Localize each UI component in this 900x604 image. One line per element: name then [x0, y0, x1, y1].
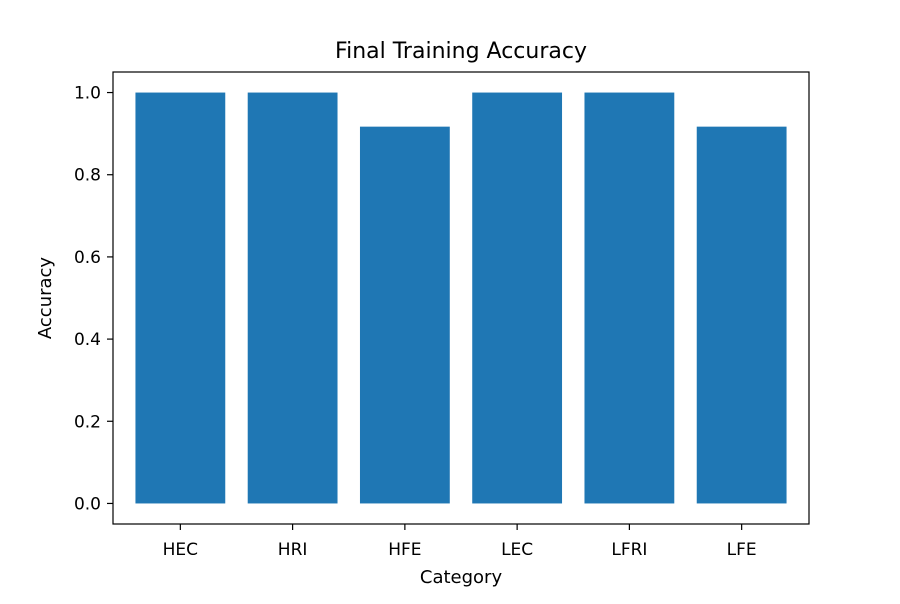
bar-hri: [247, 92, 338, 504]
y-tick-label: 0.8: [74, 166, 101, 186]
x-tick-label: HRI: [278, 540, 308, 560]
plot-frame: [112, 71, 810, 525]
bar-hfe: [359, 126, 450, 504]
y-tick-label: 1.0: [74, 84, 101, 104]
y-tick-label: 0.4: [74, 330, 101, 350]
bar-hec: [135, 92, 226, 504]
x-axis-label: Category: [420, 567, 503, 588]
y-tick-label: 0.2: [74, 412, 101, 432]
bar-lfri: [584, 92, 675, 504]
y-tick-label: 0.0: [74, 494, 101, 514]
x-tick-label: LFE: [727, 540, 757, 560]
chart-title: Final Training Accuracy: [335, 39, 587, 64]
bar-lec: [472, 92, 563, 504]
y-axis: 0.0 0.2 0.4 0.6 0.8 1.0: [74, 84, 113, 514]
bar-lfe: [696, 126, 787, 504]
x-tick-label: LFRI: [611, 540, 647, 560]
y-axis-label: Accuracy: [35, 257, 56, 340]
x-tick-label: LEC: [501, 540, 533, 560]
bars-layer: [135, 92, 787, 504]
x-axis: HEC HRI HFE LEC LFRI LFE: [163, 524, 757, 560]
x-tick-label: HFE: [388, 540, 421, 560]
y-tick-label: 0.6: [74, 248, 101, 268]
x-tick-label: HEC: [163, 540, 198, 560]
